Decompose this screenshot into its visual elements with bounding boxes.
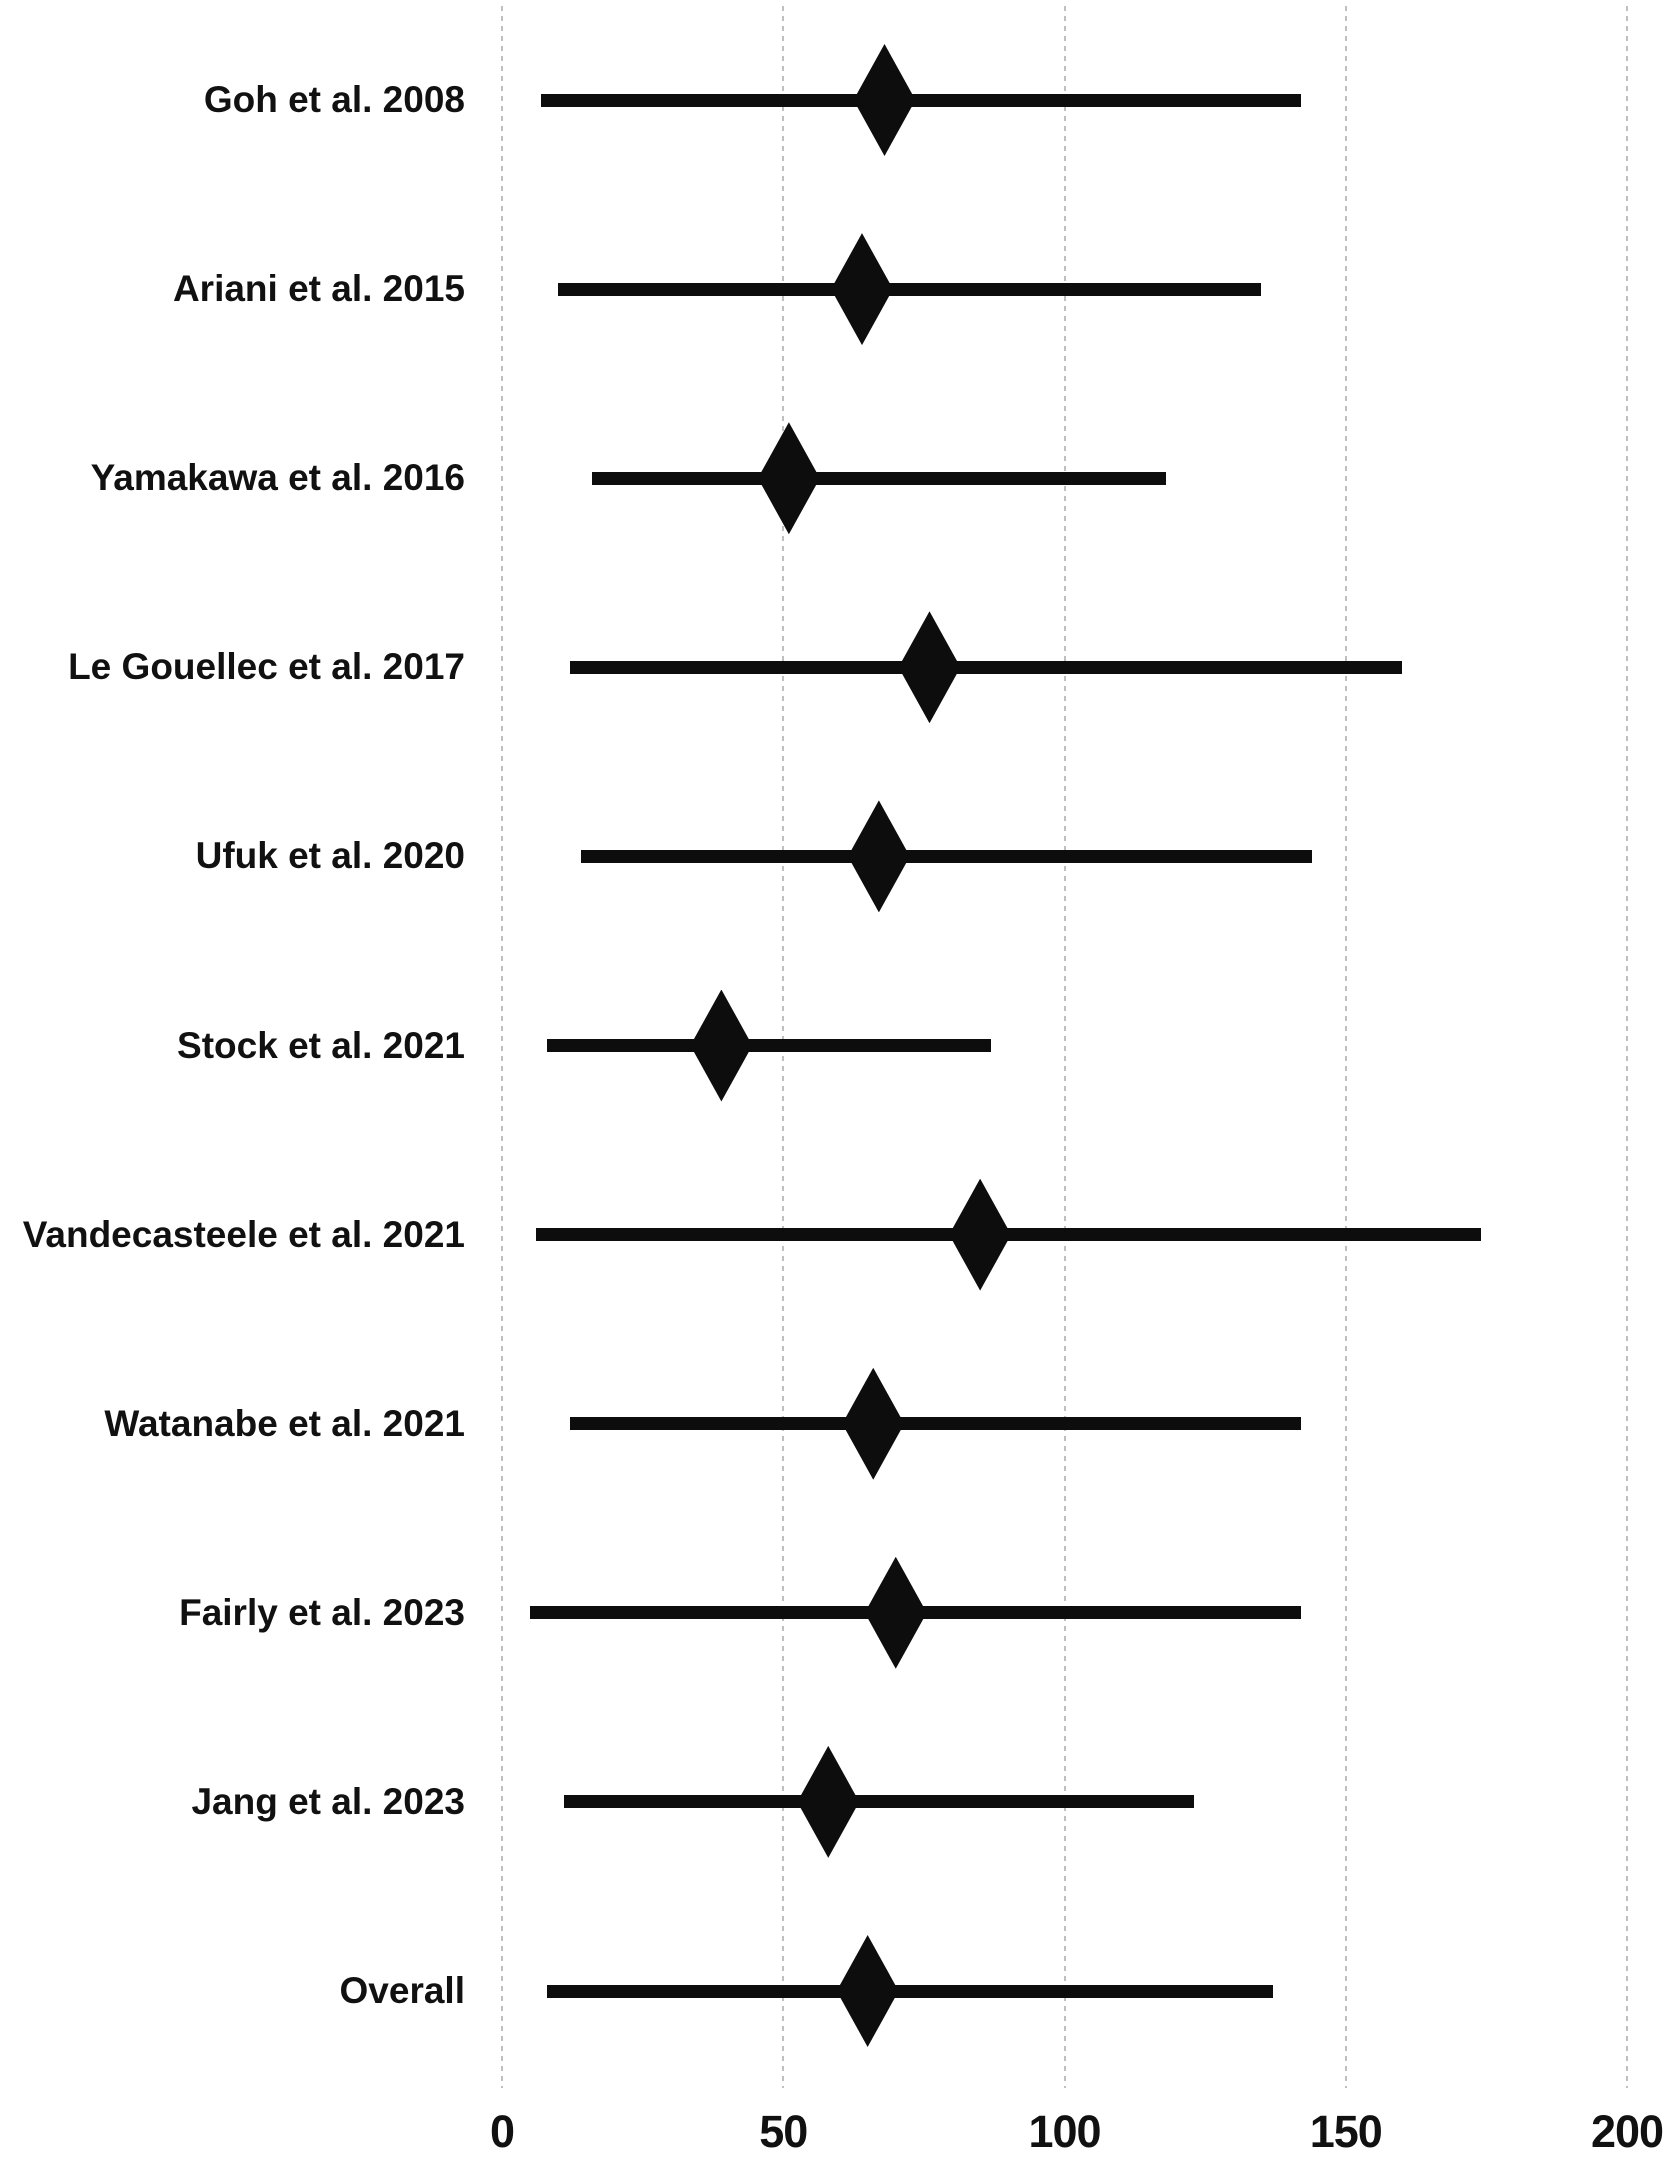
estimate-diamond bbox=[842, 1367, 905, 1480]
gridline bbox=[1063, 6, 1066, 2088]
ci-line bbox=[592, 471, 1166, 485]
study-label: Le Gouellec et al. 2017 bbox=[68, 646, 465, 688]
study-label: Watanabe et al. 2021 bbox=[104, 1402, 465, 1444]
study-label: Ariani et al. 2015 bbox=[172, 268, 465, 310]
study-label: Yamakawa et al. 2016 bbox=[90, 457, 465, 499]
study-label: Goh et al. 2008 bbox=[203, 79, 465, 120]
study-label: Overall bbox=[339, 1970, 465, 2011]
ci-line bbox=[580, 849, 1312, 863]
ci-line bbox=[547, 1984, 1273, 1998]
study-label: Vandecasteele et al. 2021 bbox=[22, 1213, 465, 1255]
study-label: Jang et al. 2023 bbox=[191, 1780, 465, 1822]
ci-line bbox=[569, 1417, 1301, 1431]
estimate-diamond bbox=[836, 1935, 899, 2047]
gridline bbox=[1626, 6, 1628, 2088]
ci-line bbox=[569, 660, 1402, 674]
estimate-diamond bbox=[690, 989, 753, 1102]
ci-line bbox=[558, 282, 1262, 296]
estimate-diamond bbox=[757, 422, 820, 535]
estimate-diamond bbox=[864, 1556, 927, 1669]
x-tick-label: 50 bbox=[759, 2106, 808, 2157]
estimate-diamond bbox=[949, 1178, 1012, 1291]
study-label: Ufuk et al. 2020 bbox=[195, 835, 465, 877]
study-label: Stock et al. 2021 bbox=[177, 1024, 465, 1066]
ci-line bbox=[541, 93, 1301, 107]
estimate-diamond bbox=[898, 611, 961, 724]
estimate-diamond bbox=[831, 233, 893, 346]
estimate-diamond bbox=[847, 800, 910, 913]
x-tick-label: 200 bbox=[1590, 2106, 1664, 2157]
ci-line bbox=[563, 1795, 1194, 1809]
gridline bbox=[501, 6, 503, 2088]
x-tick-label: 150 bbox=[1309, 2106, 1383, 2157]
x-tick-label: 0 bbox=[489, 2106, 515, 2157]
estimate-diamond bbox=[853, 44, 916, 156]
ci-line bbox=[547, 1039, 992, 1052]
estimate-diamond bbox=[797, 1745, 860, 1858]
gridline bbox=[1344, 6, 1347, 2088]
study-label: Fairly et al. 2023 bbox=[179, 1591, 465, 1633]
x-tick-label: 100 bbox=[1028, 2106, 1101, 2157]
